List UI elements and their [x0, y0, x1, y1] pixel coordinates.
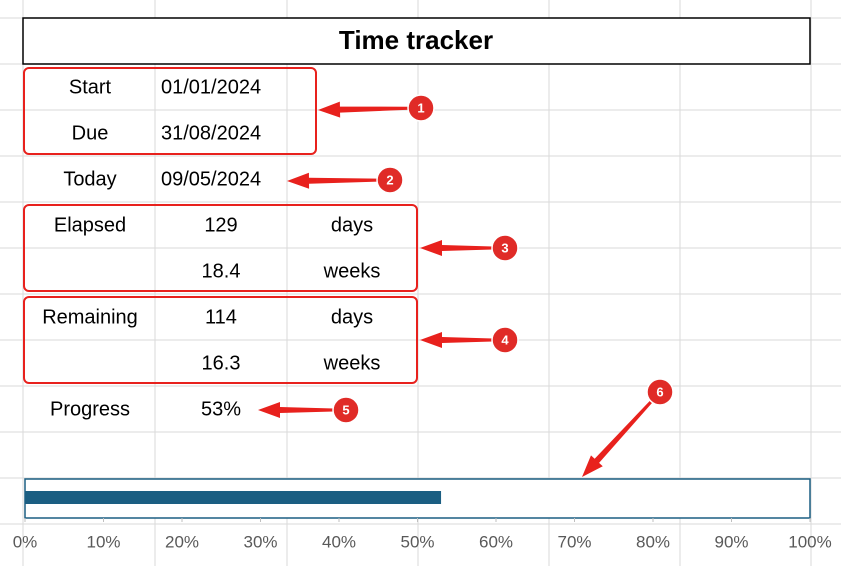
x-tick-label: 80%	[636, 532, 670, 551]
callout-badge	[491, 234, 519, 262]
x-tick-label: 90%	[714, 532, 748, 551]
x-tick-label: 70%	[557, 532, 591, 551]
callout-arrow	[318, 101, 410, 118]
row-value: 31/08/2024	[161, 122, 261, 144]
row-unit: days	[331, 214, 373, 236]
callout-badge	[646, 378, 674, 406]
title-box	[22, 17, 811, 65]
row-unit: weeks	[323, 260, 381, 282]
row-value: 16.3	[202, 352, 241, 374]
x-tick-label: 0%	[13, 532, 38, 551]
row-unit: weeks	[323, 352, 381, 374]
callout-number: 4	[501, 332, 509, 347]
progress-bar	[25, 491, 442, 504]
x-tick-label: 30%	[243, 532, 277, 551]
callout-number: 1	[417, 100, 424, 115]
callout-badge	[491, 326, 519, 354]
callout-arrow	[258, 402, 334, 418]
row-value: 114	[205, 306, 237, 328]
row-unit: days	[331, 306, 373, 328]
callout-number: 6	[656, 384, 663, 399]
x-tick-label: 100%	[788, 532, 831, 551]
callout-number: 5	[342, 402, 349, 417]
callout-arrow	[420, 332, 493, 348]
row-label: Due	[72, 122, 109, 144]
x-tick-label: 10%	[86, 532, 120, 551]
x-tick-label: 20%	[165, 532, 199, 551]
row-label: Today	[63, 168, 116, 190]
highlight-box	[23, 67, 317, 155]
row-value: 53%	[201, 398, 241, 420]
row-value: 129	[204, 214, 237, 236]
callout-arrow	[582, 399, 653, 477]
callout-badge	[376, 166, 404, 194]
row-label: Progress	[50, 398, 130, 420]
callout-badge	[407, 94, 435, 122]
title: Time tracker	[339, 25, 493, 55]
row-label: Remaining	[42, 306, 138, 328]
x-tick-label: 40%	[322, 532, 356, 551]
x-tick-label: 50%	[400, 532, 434, 551]
callout-badge	[332, 396, 360, 424]
highlight-box	[23, 204, 418, 292]
callout-number: 2	[386, 172, 393, 187]
callout-arrow	[420, 240, 493, 256]
callout-arrow	[287, 172, 379, 189]
callout-number: 3	[501, 240, 508, 255]
x-tick-label: 60%	[479, 532, 513, 551]
row-value: 01/01/2024	[161, 76, 261, 98]
row-value: 18.4	[202, 260, 241, 282]
row-value: 09/05/2024	[161, 168, 261, 190]
row-label: Elapsed	[54, 214, 126, 236]
highlight-box	[23, 296, 418, 384]
row-label: Start	[69, 76, 112, 98]
